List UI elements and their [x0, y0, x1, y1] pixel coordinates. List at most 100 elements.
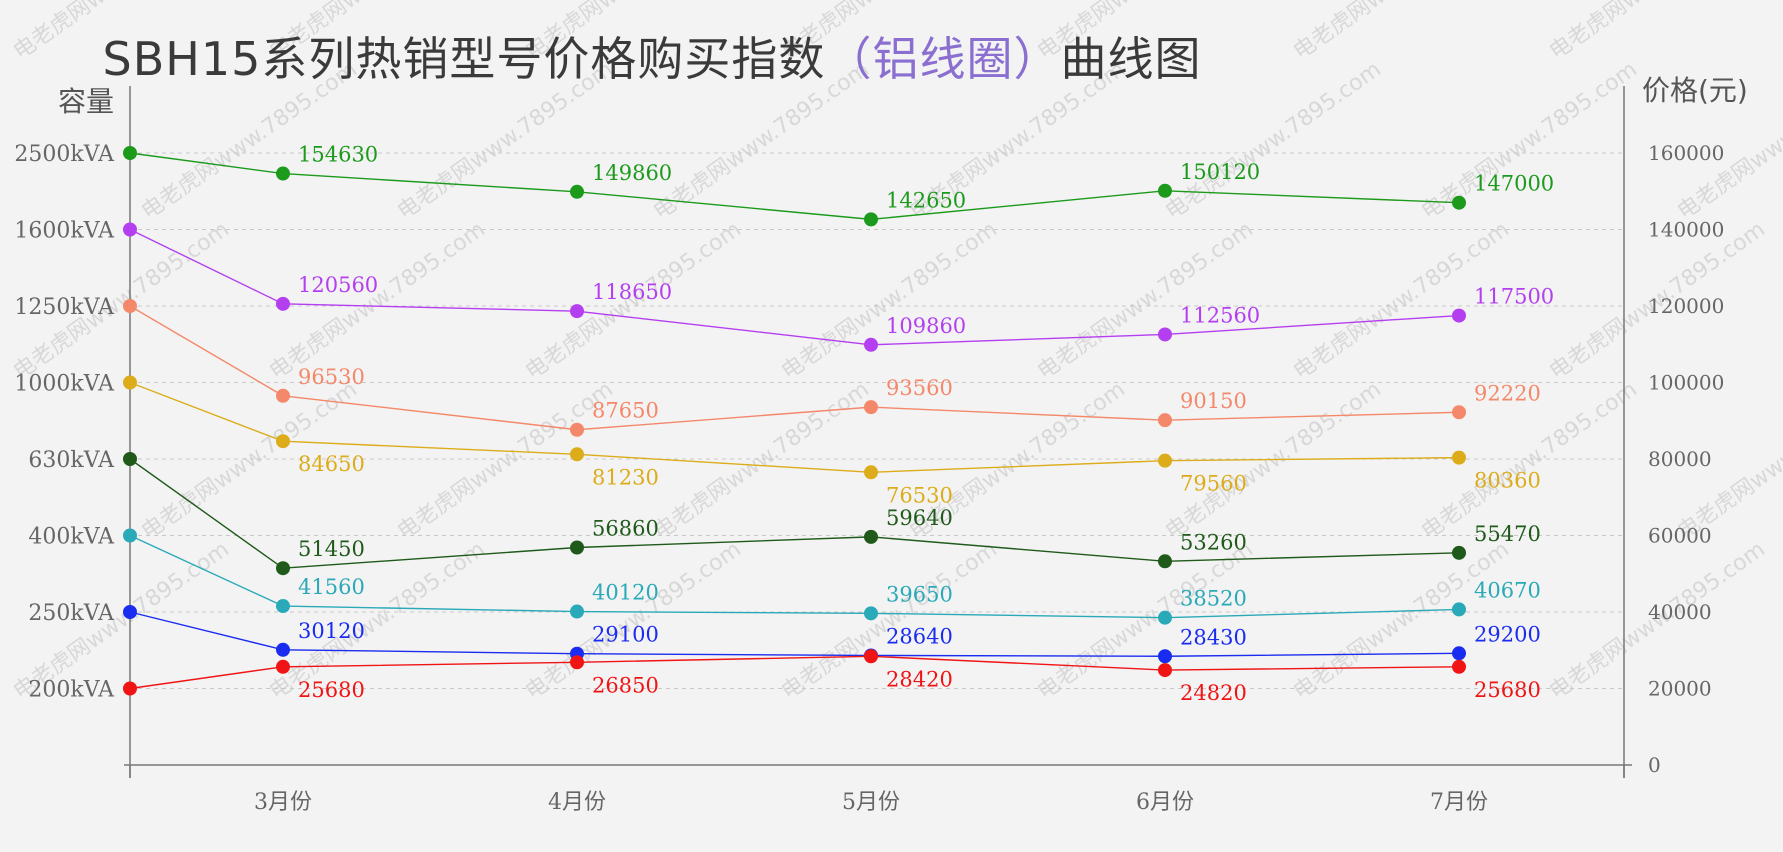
title-part-end: 曲线图 [1060, 32, 1201, 86]
data-label: 51450 [298, 537, 365, 561]
series-630kVA: 51450 56860 59640 53260 55470 [123, 452, 1541, 576]
data-point [570, 655, 584, 670]
data-point [276, 561, 290, 576]
data-label: 30120 [298, 619, 365, 643]
data-point [276, 434, 290, 449]
series-2500kVA: 154630 149860 142650 150120 147000 [123, 143, 1554, 227]
data-point [123, 452, 137, 466]
data-label: 92220 [1474, 381, 1541, 405]
data-label: 29100 [592, 623, 659, 647]
data-label: 93560 [886, 376, 953, 400]
data-point [123, 528, 137, 543]
left-tick-label: 630kVA [28, 448, 115, 473]
series-line [129, 458, 1460, 569]
data-point [864, 400, 878, 415]
data-label: 90150 [1180, 389, 1247, 413]
data-label: 59640 [886, 506, 953, 530]
data-label: 120560 [298, 273, 378, 297]
data-point [123, 681, 137, 696]
right-tick-label: 140000 [1648, 218, 1724, 242]
right-tick-label: 120000 [1648, 294, 1724, 318]
series-line [129, 228, 1460, 346]
category-label: 7月份 [1430, 790, 1488, 815]
series-layer: 154630 149860 142650 150120 147000 120560 1186… [123, 143, 1554, 705]
data-label: 76530 [886, 483, 953, 507]
series-200kVA: 25680 26850 28420 24820 25680 [123, 649, 1541, 705]
data-point [570, 604, 584, 619]
right-tick-label: 60000 [1648, 524, 1712, 548]
data-label: 81230 [592, 465, 659, 489]
title-accent-text: 铝线圈 [872, 32, 1013, 86]
data-point [570, 540, 584, 555]
right-tick-label: 160000 [1648, 141, 1724, 165]
data-label: 56860 [592, 517, 659, 541]
data-point [276, 599, 290, 614]
data-point [1158, 453, 1172, 468]
left-tick-labels: 2500kVA 1600kVA 1250kVA 1000kVA 630kVA 400kVA… [14, 142, 115, 703]
data-label: 55470 [1474, 522, 1541, 546]
left-tick-label: 2500kVA [14, 142, 115, 167]
left-tick-label: 1250kVA [14, 295, 115, 320]
data-point [1452, 195, 1466, 210]
data-point [1452, 450, 1466, 465]
data-point [864, 529, 878, 544]
series-line [129, 655, 1460, 690]
series-line [129, 152, 1460, 221]
data-label: 112560 [1180, 303, 1260, 327]
title-part-main: SBH15系列热销型号价格购买指数 [103, 32, 826, 86]
series-line [129, 381, 1460, 473]
data-label: 28420 [886, 667, 953, 691]
data-point [1452, 308, 1466, 323]
right-tick-label: 100000 [1648, 371, 1724, 395]
category-labels: 3月份 4月份 5月份 6月份 7月份 [129, 765, 1625, 815]
series-line [129, 534, 1460, 619]
data-label: 26850 [592, 673, 659, 697]
series-400kVA: 41560 40120 39650 38520 40670 [123, 528, 1541, 625]
category-label: 5月份 [842, 790, 900, 815]
data-point [1158, 663, 1172, 678]
data-label: 28430 [1180, 625, 1247, 649]
chart-title: SBH15系列热销型号价格购买指数（铝线圈）曲线图 [103, 32, 1202, 86]
right-tick-label: 40000 [1648, 600, 1712, 624]
right-axis-title: 价格(元) [1642, 74, 1748, 107]
data-point [1452, 405, 1466, 420]
series-250kVA: 30120 29100 28640 28430 29200 [123, 605, 1541, 664]
data-label: 147000 [1474, 172, 1554, 196]
data-point [1158, 610, 1172, 625]
data-label: 87650 [592, 399, 659, 423]
data-point [276, 388, 290, 403]
data-point [123, 299, 137, 313]
data-point [570, 304, 584, 319]
data-point [1452, 646, 1466, 661]
series-1600kVA: 120560 118650 109860 112560 117500 [123, 222, 1554, 352]
data-label: 29200 [1474, 622, 1541, 646]
series-1250kVA: 96530 87650 93560 90150 92220 [123, 299, 1541, 437]
left-tick-label: 250kVA [28, 601, 115, 626]
data-label: 96530 [298, 365, 365, 389]
data-label: 40670 [1474, 578, 1541, 602]
data-point [276, 166, 290, 181]
data-point [1158, 413, 1172, 428]
data-label: 142650 [886, 188, 966, 212]
data-point [276, 296, 290, 311]
data-point [276, 642, 290, 657]
right-tick-label: 80000 [1648, 447, 1712, 471]
right-tick-label: 0 [1648, 753, 1661, 777]
category-label: 3月份 [254, 790, 312, 815]
data-label: 109860 [886, 314, 966, 338]
data-label: 79560 [1180, 472, 1247, 496]
data-label: 41560 [298, 575, 365, 599]
data-point [864, 606, 878, 621]
right-tick-labels: 160000 140000 120000 100000 80000 60000 40000 2… [1648, 141, 1724, 777]
data-label: 154630 [298, 143, 378, 167]
data-label: 53260 [1180, 530, 1247, 554]
data-label: 80360 [1474, 469, 1541, 493]
data-point [123, 146, 137, 160]
data-point [123, 605, 137, 619]
data-point [864, 649, 878, 664]
category-label: 4月份 [548, 790, 606, 815]
data-point [1158, 183, 1172, 198]
title-paren-open: （ [825, 32, 872, 86]
